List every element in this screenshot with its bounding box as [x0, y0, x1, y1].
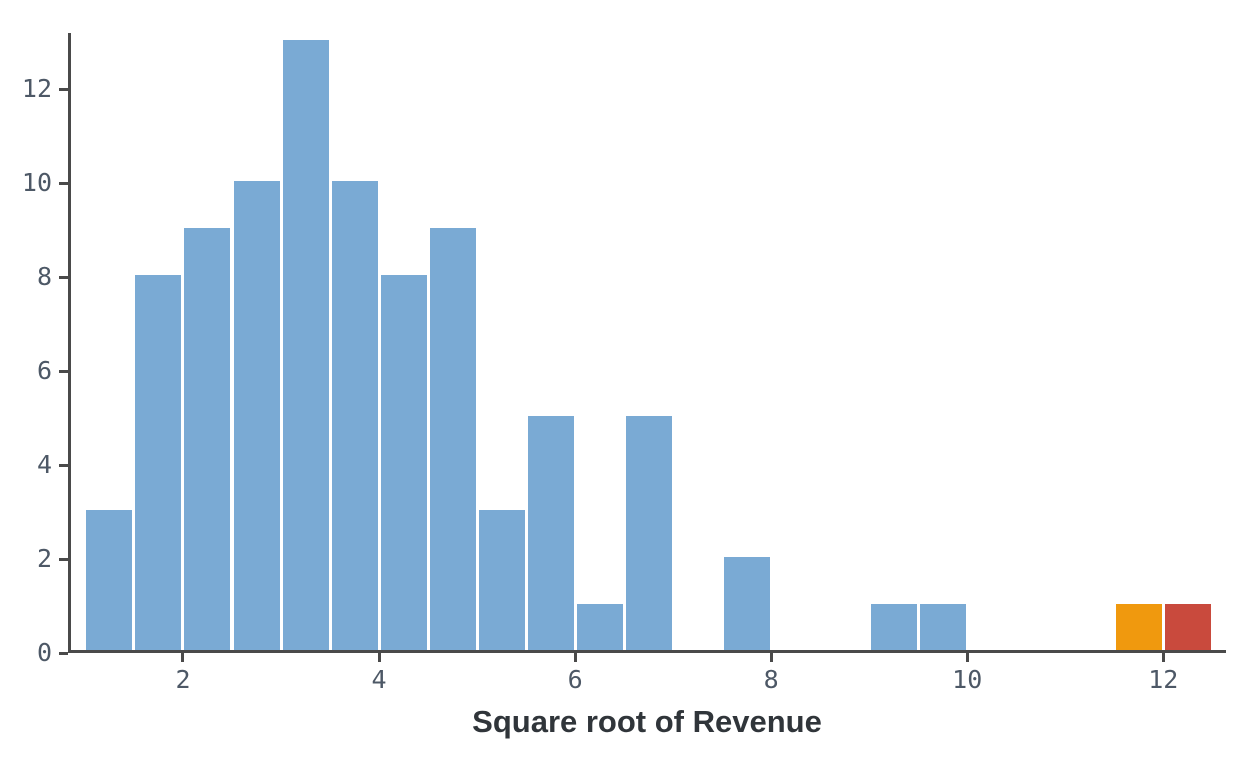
- histogram-bar: [184, 228, 231, 651]
- x-tick-label: 8: [763, 665, 779, 694]
- histogram-bar: [723, 557, 770, 651]
- y-tick: [59, 369, 68, 373]
- histogram-bar: [919, 604, 966, 651]
- histogram-bar: [429, 228, 476, 651]
- y-tick-label: 10: [21, 168, 52, 198]
- y-tick-label: 2: [36, 544, 52, 574]
- y-tick-label: 12: [21, 74, 52, 104]
- y-tick: [59, 463, 68, 467]
- plot-area: 2 4 6 8 10 12 0 2 4 6 8 10 12: [22, 33, 1226, 692]
- y-axis-line: [68, 33, 71, 653]
- x-tick: [769, 653, 773, 662]
- x-tick: [1161, 653, 1165, 662]
- x-tick-label: 2: [175, 665, 191, 694]
- y-tick-label: 0: [36, 638, 52, 667]
- histogram-bar: [527, 416, 574, 651]
- x-tick-label: 4: [371, 665, 387, 694]
- histogram-bar: [1115, 604, 1162, 651]
- histogram-bar: [478, 510, 525, 651]
- histogram-bar: [870, 604, 917, 651]
- x-tick: [965, 653, 969, 662]
- histogram-bar: [331, 181, 378, 651]
- x-tick-label: 10: [952, 665, 983, 694]
- x-axis-line: [68, 650, 1226, 653]
- histogram-bar: [86, 510, 133, 651]
- y-tick: [59, 275, 68, 279]
- x-tick: [181, 653, 185, 662]
- histogram-bar: [625, 416, 672, 651]
- histogram-bar: [282, 40, 329, 651]
- y-tick: [59, 87, 68, 91]
- x-tick: [377, 653, 381, 662]
- y-tick: [59, 557, 68, 561]
- x-tick: [573, 653, 577, 662]
- histogram-bar: [380, 275, 427, 651]
- y-tick: [59, 651, 68, 655]
- y-tick-label: 6: [36, 356, 52, 386]
- histogram-bar: [576, 604, 623, 651]
- x-axis-title: Square root of Revenue: [472, 704, 822, 739]
- y-tick-label: 4: [36, 450, 52, 480]
- y-tick: [59, 181, 68, 185]
- histogram-bar: [1164, 604, 1211, 651]
- y-tick-label: 8: [36, 262, 52, 292]
- x-tick-label: 6: [567, 665, 583, 694]
- histogram-bar: [135, 275, 182, 651]
- histogram-bar: [233, 181, 280, 651]
- x-tick-label: 12: [1148, 665, 1179, 694]
